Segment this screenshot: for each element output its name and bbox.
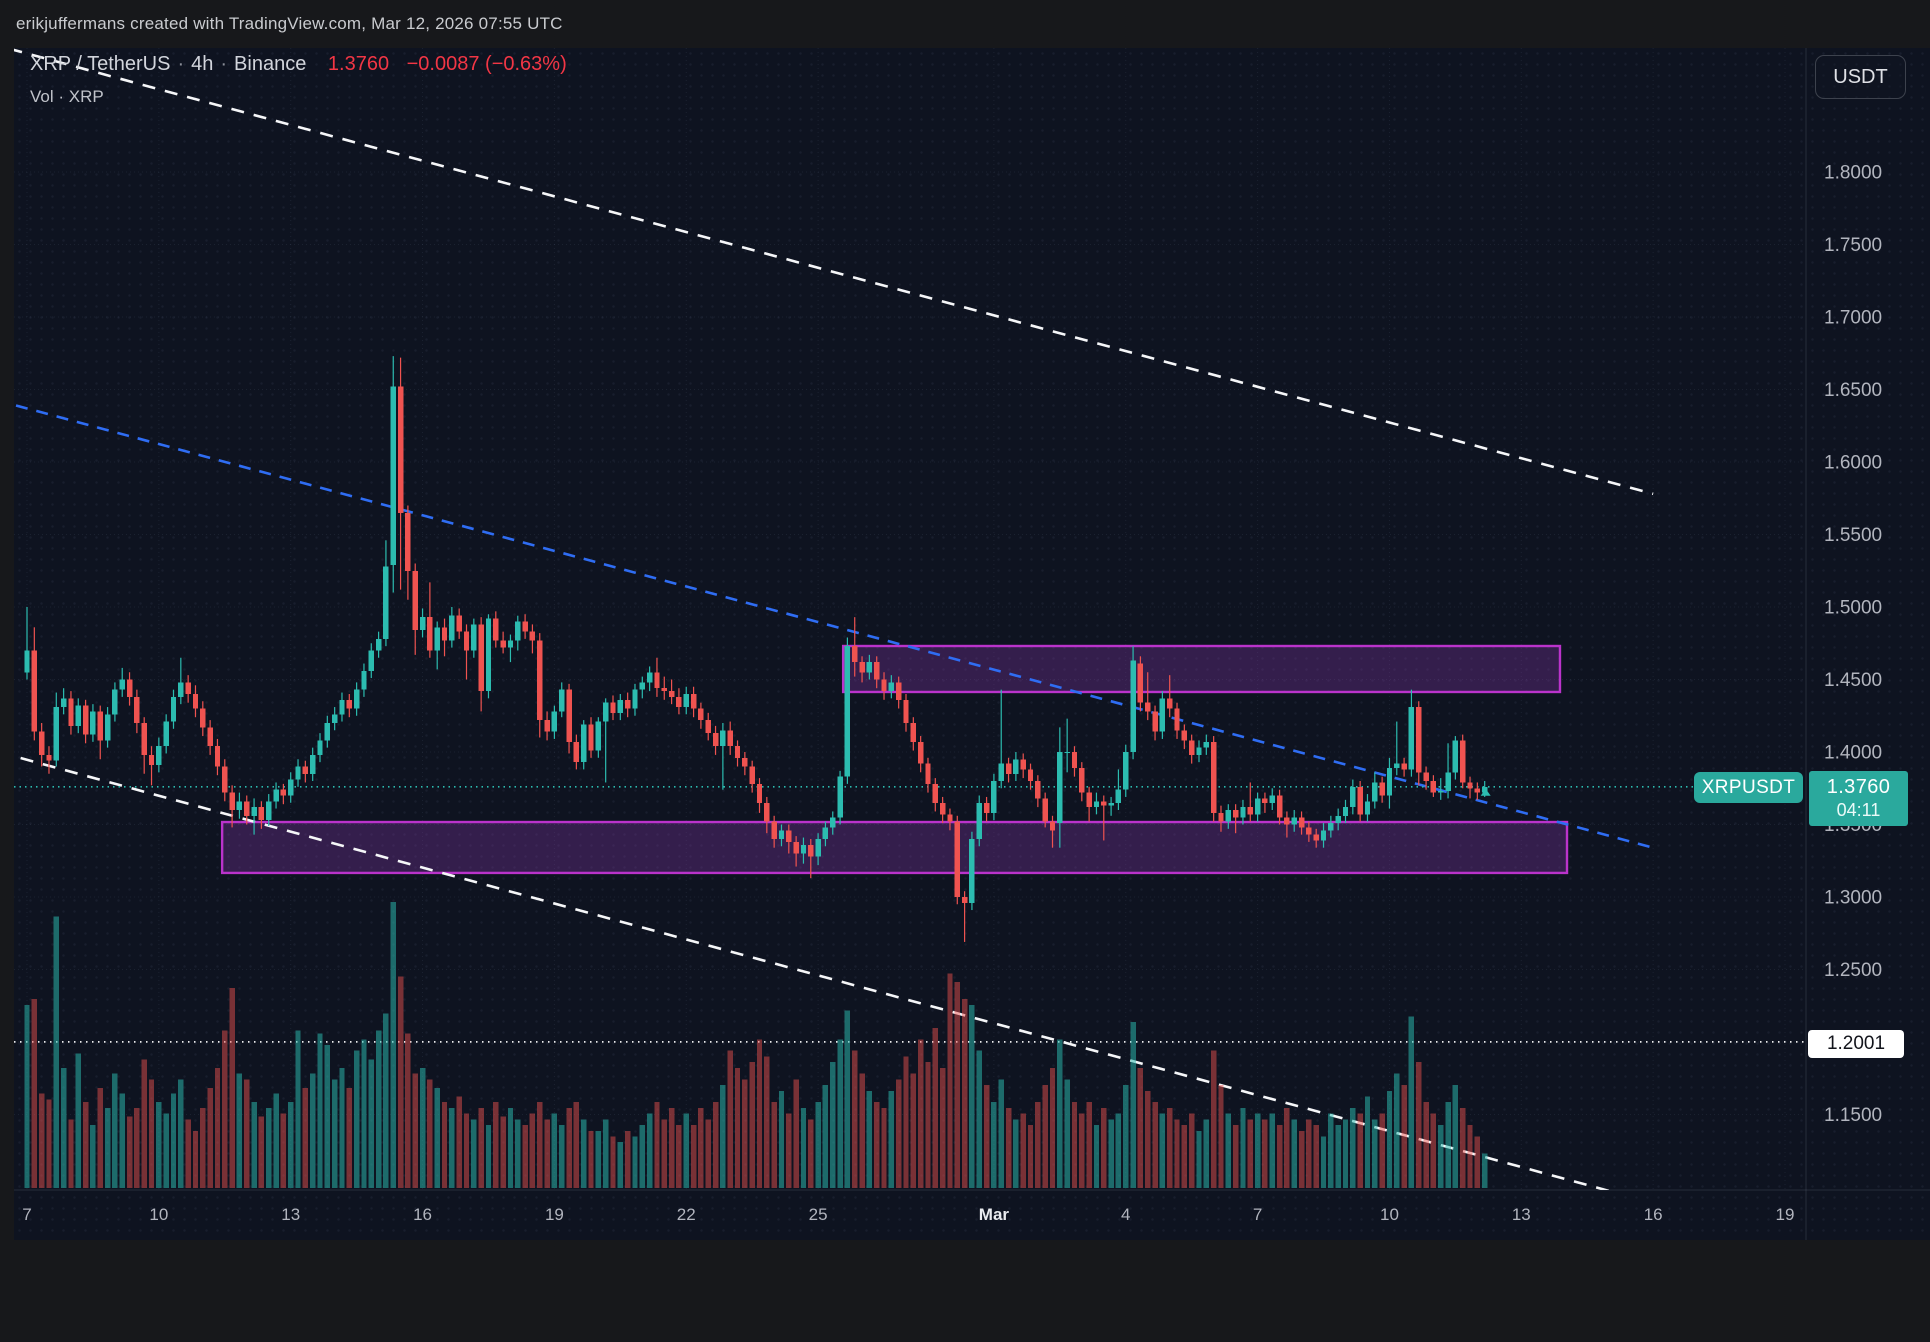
last-price-axis-label: 1.3760 04:11 — [1809, 771, 1908, 826]
interval-label[interactable]: 4h — [191, 53, 214, 75]
time-tick[interactable]: 16 — [413, 1205, 432, 1224]
bar-countdown: 04:11 — [1836, 800, 1881, 820]
price-tick: 1.5500 — [1824, 525, 1882, 546]
alert-price-axis-label[interactable]: 1.2001 — [1808, 1030, 1904, 1058]
price-tick: 1.3000 — [1824, 888, 1882, 909]
last-price-value: 1.3760 — [1826, 776, 1891, 798]
time-tick[interactable]: 13 — [1512, 1205, 1531, 1224]
time-tick[interactable]: 19 — [545, 1205, 564, 1224]
grid — [14, 48, 1806, 1190]
time-tick[interactable]: Mar — [979, 1205, 1010, 1224]
time-tick[interactable]: 19 — [1776, 1205, 1795, 1224]
upper-channel-white — [14, 48, 1654, 496]
time-tick[interactable]: 25 — [809, 1205, 828, 1224]
separator: · — [177, 53, 185, 75]
time-tick[interactable]: 13 — [281, 1205, 300, 1224]
price-tick: 1.6000 — [1824, 453, 1882, 474]
exchange-label[interactable]: Binance — [234, 53, 307, 75]
pane-content — [14, 48, 1806, 1190]
top-watermark-bar: erikjuffermans created with TradingView.… — [0, 0, 1930, 48]
time-tick[interactable]: 4 — [1121, 1205, 1130, 1224]
price-axis-ticks: 1.8000 1.7500 1.7000 1.6500 1.6000 1.5500 1.50… — [1824, 163, 1882, 1127]
time-tick[interactable]: 16 — [1644, 1205, 1663, 1224]
symbol-price-tag: XRPUSDT — [1694, 772, 1803, 803]
time-tick[interactable]: 10 — [1380, 1205, 1399, 1224]
symbol-header[interactable]: XRP / TetherUS · 4h · Binance 1.3760 −0.0087… — [30, 52, 567, 77]
price-tick: 1.6500 — [1824, 380, 1882, 401]
price-tick: 1.4000 — [1824, 743, 1882, 764]
header-change: −0.0087 (−0.63%) — [406, 53, 567, 75]
time-tick[interactable]: 7 — [1253, 1205, 1262, 1224]
time-tick[interactable]: 22 — [677, 1205, 696, 1224]
time-axis-ticks: 7 10 13 16 19 22 25 Mar 4 7 10 13 16 19 — [22, 1205, 1794, 1224]
watermark-text: erikjuffermans created with TradingView.… — [16, 14, 563, 33]
price-chart-canvas[interactable]: 1.8000 1.7500 1.7000 1.6500 1.6000 1.5500 1.50… — [14, 48, 1930, 1240]
time-tick[interactable]: 7 — [22, 1205, 31, 1224]
chart-pane[interactable]: 1.8000 1.7500 1.7000 1.6500 1.6000 1.5500 1.50… — [14, 48, 1930, 1240]
volume-bars — [24, 902, 1488, 1188]
supply-zone — [841, 644, 1562, 694]
time-tick[interactable]: 10 — [149, 1205, 168, 1224]
demand-zone — [220, 820, 1569, 875]
price-tick: 1.1500 — [1824, 1105, 1882, 1126]
price-tick: 1.4500 — [1824, 670, 1882, 691]
price-tick: 1.7000 — [1824, 308, 1882, 329]
currency-toggle-button[interactable]: USDT — [1815, 55, 1906, 99]
chart-legend[interactable]: XRP / TetherUS · 4h · Binance 1.3760 −0.0087… — [30, 52, 567, 107]
volume-indicator-label[interactable]: Vol · XRP — [30, 87, 104, 106]
price-tick: 1.2500 — [1824, 960, 1882, 981]
price-tick: 1.7500 — [1824, 235, 1882, 256]
symbol-title[interactable]: XRP / TetherUS — [30, 53, 171, 75]
separator: · — [220, 53, 228, 75]
header-last-price: 1.3760 — [327, 53, 390, 75]
last-bar-marker — [1480, 788, 1491, 796]
mid-channel-blue — [15, 404, 1654, 849]
candles — [24, 356, 1488, 942]
price-tick: 1.8000 — [1824, 163, 1882, 184]
bottom-bar: TradingView — [0, 1240, 1930, 1342]
price-tick: 1.5000 — [1824, 598, 1882, 619]
